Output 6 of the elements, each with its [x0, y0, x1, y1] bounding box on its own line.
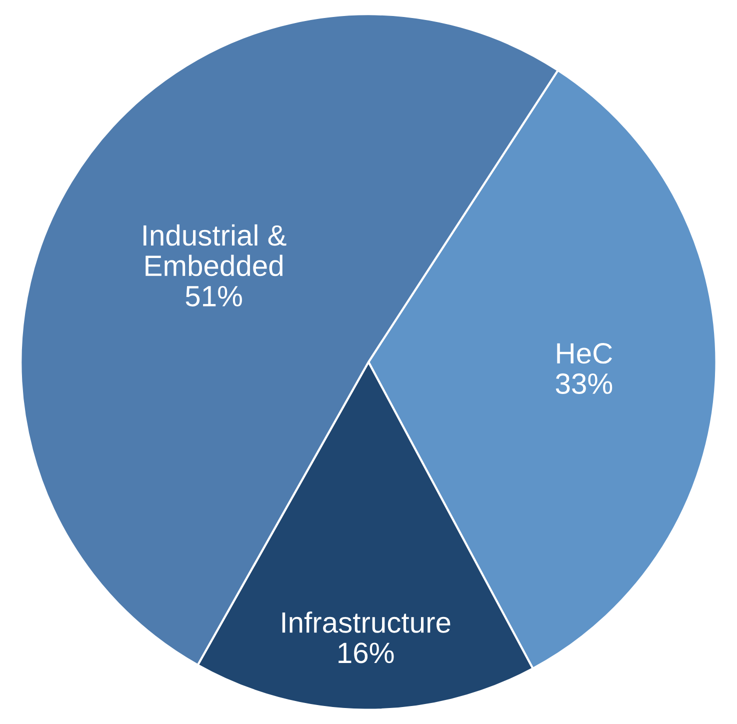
- slice-label: Industrial & Embedded: [144, 224, 286, 276]
- data-label: 51%: [186, 286, 242, 306]
- slice-label: HeC: [557, 343, 612, 364]
- data-label: 16%: [338, 642, 394, 664]
- data-label: 33%: [556, 373, 612, 394]
- slice-label: Infrastructure: [282, 611, 450, 633]
